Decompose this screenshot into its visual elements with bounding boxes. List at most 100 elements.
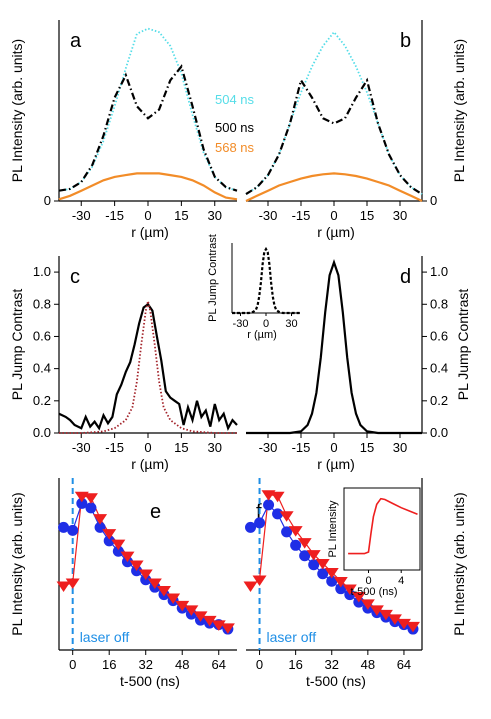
data-point-triangle xyxy=(405,621,420,633)
data-point-triangle xyxy=(297,538,312,549)
inset-y-axis-label: PL Intensity xyxy=(327,500,339,558)
panel-label-e: e xyxy=(150,501,161,523)
x-axis-label: t-500 (ns) xyxy=(306,673,366,689)
y-tick-label: 0.4 xyxy=(430,361,448,376)
x-axis-label: r (µm) xyxy=(131,224,169,240)
y-axis-label: PL Intensity (arb. units) xyxy=(9,39,25,182)
inset-y-axis-label: PL Jump Contrast xyxy=(207,234,219,322)
x-tick-label: 64 xyxy=(212,657,226,672)
inset-x-tick-label: -30 xyxy=(233,318,249,330)
data-point-triangle xyxy=(156,585,171,597)
x-tick-label: -15 xyxy=(105,208,124,223)
series-line-0 xyxy=(58,302,238,432)
inset-x-tick-label: 0 xyxy=(263,318,269,330)
data-point-triangle xyxy=(166,593,181,604)
y-tick-label: 1.0 xyxy=(33,264,51,279)
inset-frame xyxy=(343,487,421,571)
y-tick-label: 0 xyxy=(44,193,51,208)
data-point-circle xyxy=(281,526,293,538)
data-point-triangle xyxy=(288,526,303,537)
data-point-triangle xyxy=(202,615,217,627)
x-tick-label: 16 xyxy=(288,657,302,672)
data-point-triangle xyxy=(120,551,135,563)
data-point-triangle xyxy=(315,559,330,570)
data-point-triangle xyxy=(211,620,226,631)
y-axis-label: PL Jump Contrast xyxy=(455,289,471,401)
data-point-circle xyxy=(272,508,284,520)
data-point-circle xyxy=(67,524,79,536)
y-tick-label: 0.8 xyxy=(430,296,448,311)
inset-curve xyxy=(232,246,300,315)
data-point-circle xyxy=(254,517,266,529)
inset-x-tick-label: 4 xyxy=(398,575,404,587)
series-line-0 xyxy=(58,27,238,192)
data-point-triangle xyxy=(369,605,384,616)
x-tick-label: -30 xyxy=(259,440,278,455)
data-point-circle xyxy=(326,575,338,587)
x-tick-label: -30 xyxy=(259,208,278,223)
data-point-circle xyxy=(103,535,115,547)
series-line-1 xyxy=(58,64,238,192)
x-tick-label: -30 xyxy=(72,440,91,455)
x-tick-label: -30 xyxy=(72,208,91,223)
data-point-triangle xyxy=(93,514,108,525)
data-point-circle xyxy=(85,502,97,514)
data-point-triangle xyxy=(252,575,267,587)
laser-off-label: laser off xyxy=(80,629,130,645)
data-point-triangle xyxy=(342,584,357,595)
series-line-1 xyxy=(63,495,229,629)
y-tick-label: 1.0 xyxy=(430,264,448,279)
x-axis-label: r (µm) xyxy=(317,456,355,472)
inset-curve xyxy=(348,497,418,555)
series-line-1 xyxy=(245,77,423,196)
series-line-2 xyxy=(245,172,423,202)
data-point-triangle xyxy=(138,569,153,581)
data-point-triangle xyxy=(396,618,411,630)
data-point-circle xyxy=(58,521,70,533)
laser-off-label: laser off xyxy=(267,629,317,645)
panel-label-c: c xyxy=(70,266,80,288)
data-point-circle xyxy=(299,550,311,562)
x-tick-label: 15 xyxy=(174,208,188,223)
data-point-circle xyxy=(94,521,106,533)
x-tick-label: 32 xyxy=(138,657,152,672)
data-point-triangle xyxy=(387,614,402,625)
data-point-triangle xyxy=(175,600,190,612)
x-tick-label: 0 xyxy=(69,657,76,672)
x-tick-label: 48 xyxy=(175,657,189,672)
data-point-triangle xyxy=(279,511,294,522)
data-point-circle xyxy=(335,583,347,595)
data-point-triangle xyxy=(147,578,162,589)
data-point-triangle xyxy=(184,605,199,616)
data-point-triangle xyxy=(56,581,71,592)
x-tick-label: 48 xyxy=(361,657,375,672)
x-tick-label: 0 xyxy=(256,657,263,672)
y-axis-label: PL Intensity (arb. units) xyxy=(451,39,467,182)
x-tick-label: -15 xyxy=(105,440,124,455)
x-tick-label: 30 xyxy=(208,440,222,455)
x-axis-label: r (µm) xyxy=(317,224,355,240)
x-axis-label: r (µm) xyxy=(131,456,169,472)
x-axis-label: t-500 (ns) xyxy=(120,673,180,689)
data-point-circle xyxy=(317,568,329,580)
x-tick-label: 30 xyxy=(393,440,407,455)
data-point-circle xyxy=(308,559,320,571)
y-tick-label: 0.6 xyxy=(430,328,448,343)
data-point-circle xyxy=(263,499,275,511)
series-line-1 xyxy=(59,300,237,434)
x-tick-label: 15 xyxy=(360,208,374,223)
x-tick-label: 0 xyxy=(144,440,151,455)
series-line-0 xyxy=(246,258,422,435)
y-axis-label: PL Intensity (arb. units) xyxy=(451,492,467,635)
legend-entry: 500 ns xyxy=(215,120,255,135)
inset-x-tick-label: 30 xyxy=(285,318,297,330)
y-tick-label: 0 xyxy=(430,193,437,208)
legend-entry: 568 ns xyxy=(215,140,255,155)
data-point-circle xyxy=(76,497,88,509)
y-tick-label: 0.2 xyxy=(33,393,51,408)
data-point-triangle xyxy=(270,491,285,503)
data-point-triangle xyxy=(102,529,117,540)
data-point-triangle xyxy=(351,591,366,603)
data-point-triangle xyxy=(193,611,208,622)
